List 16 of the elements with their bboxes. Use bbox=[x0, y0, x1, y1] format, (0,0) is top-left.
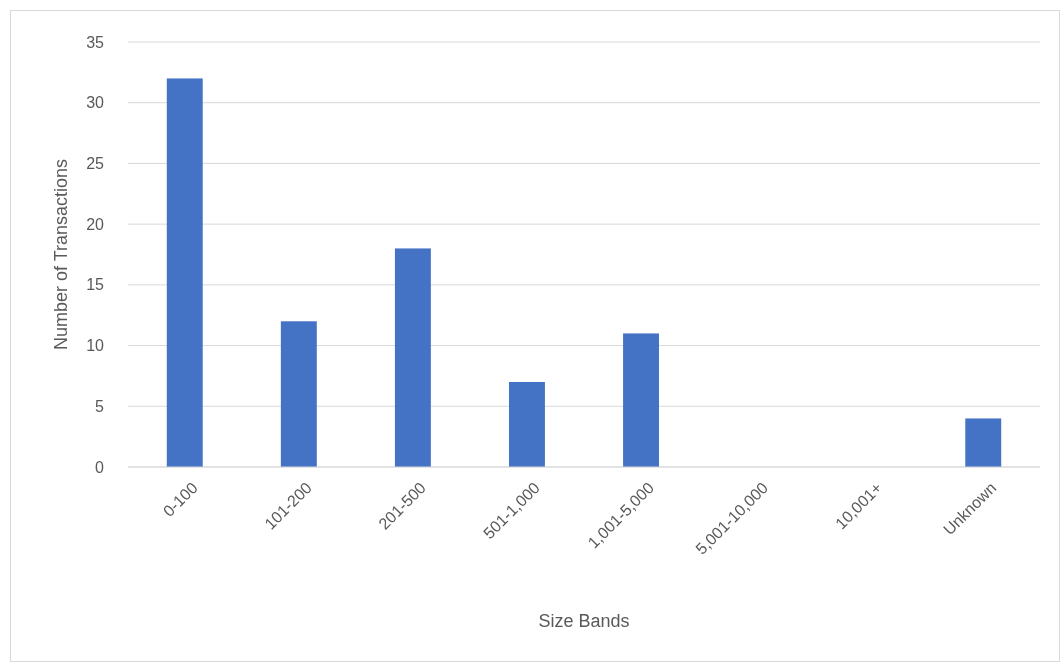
bar bbox=[623, 333, 659, 467]
y-axis-title: Number of Transactions bbox=[51, 158, 71, 351]
y-tick-label: 25 bbox=[86, 155, 105, 173]
bar bbox=[509, 382, 545, 467]
y-tick-label: 20 bbox=[86, 215, 105, 233]
bar bbox=[166, 78, 203, 467]
y-tick-label: 35 bbox=[86, 33, 105, 51]
y-tick-label: 15 bbox=[86, 276, 105, 294]
bar bbox=[965, 418, 1002, 467]
bar bbox=[280, 321, 317, 467]
y-tick-label: 10 bbox=[86, 337, 105, 355]
bar bbox=[394, 248, 431, 467]
x-axis-title: Size Bands bbox=[538, 611, 630, 631]
y-tick-label: 0 bbox=[95, 458, 105, 476]
y-tick-label: 30 bbox=[86, 94, 105, 112]
y-tick-label: 5 bbox=[95, 397, 105, 415]
